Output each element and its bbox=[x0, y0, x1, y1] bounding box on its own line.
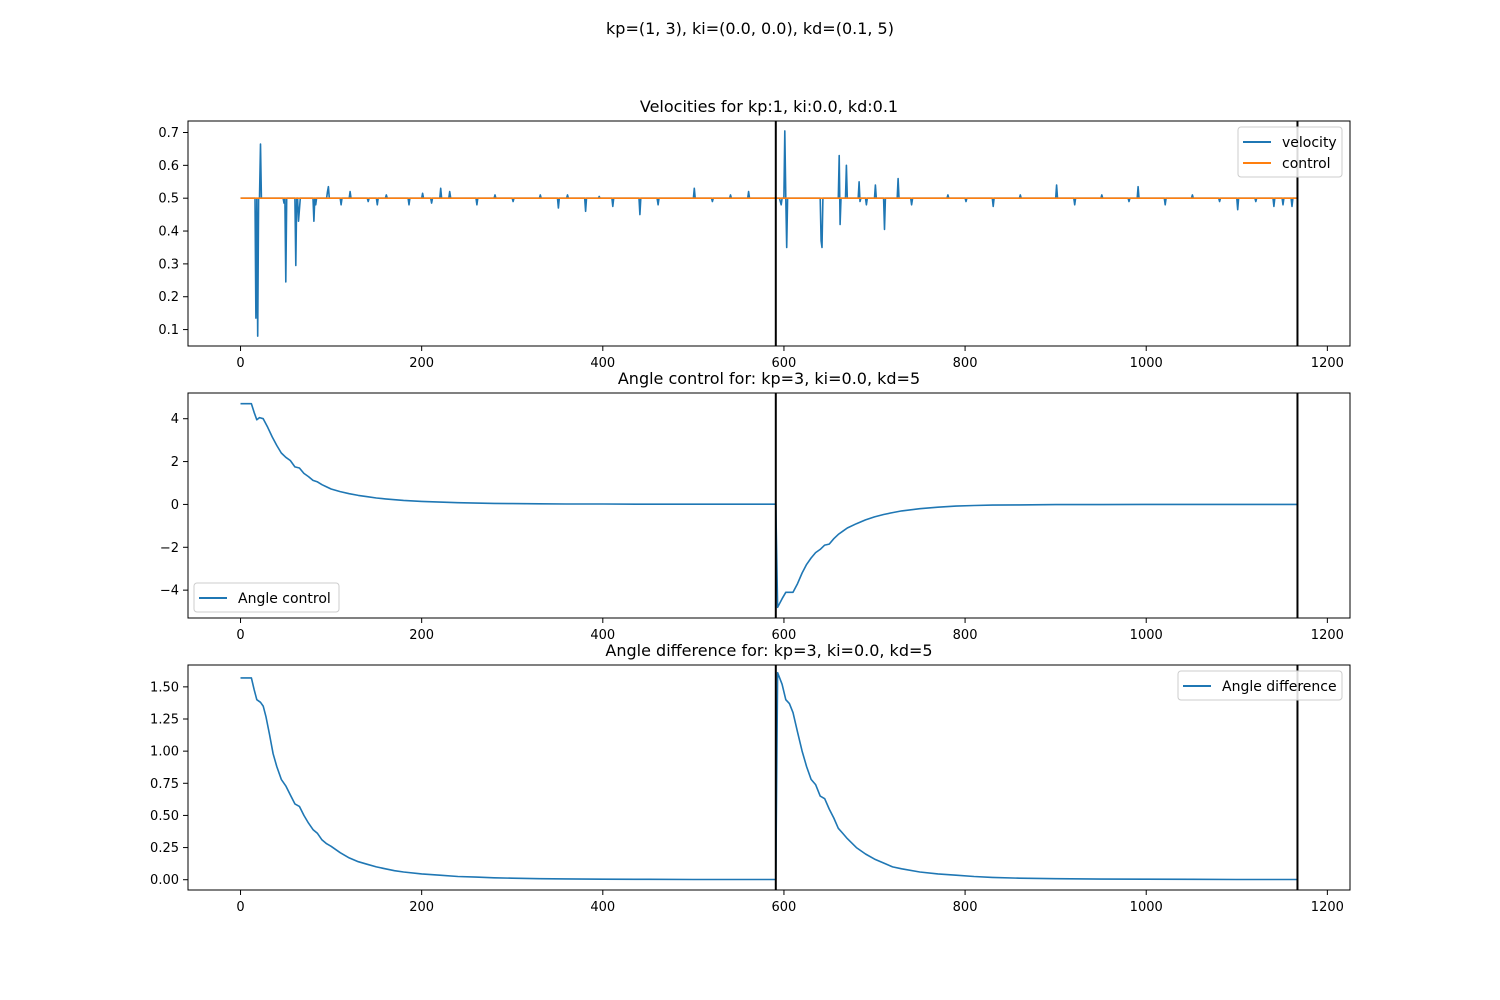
y-tick-label: 0.75 bbox=[150, 777, 179, 792]
x-tick-label: 1200 bbox=[1311, 356, 1344, 371]
figure-suptitle: kp=(1, 3), ki=(0.0, 0.0), kd=(0.1, 5) bbox=[606, 19, 894, 38]
x-tick-label: 1200 bbox=[1311, 900, 1344, 915]
y-tick-label: 0.1 bbox=[158, 323, 179, 338]
x-tick-label: 1200 bbox=[1311, 628, 1344, 643]
subplot-velocities: Velocities for kp:1, ki:0.0, kd:0.1 0 200 4… bbox=[158, 97, 1351, 371]
legend-label: Angle control bbox=[238, 591, 331, 607]
y-tick-label: 1.50 bbox=[150, 680, 179, 695]
legend: Angle difference bbox=[1177, 670, 1343, 701]
x-tick-label: 400 bbox=[590, 356, 615, 371]
y-tick-label: −4 bbox=[160, 584, 179, 599]
series-line-angle-control bbox=[240, 402, 1298, 609]
x-tick-label: 1000 bbox=[1130, 628, 1163, 643]
legend-box bbox=[1177, 670, 1343, 701]
x-tick-label: 200 bbox=[409, 900, 434, 915]
y-tick-label: 0.25 bbox=[150, 841, 179, 856]
axes-frame bbox=[187, 392, 1351, 619]
x-tick-label: 1000 bbox=[1130, 900, 1163, 915]
subplot-title: Angle difference for: kp=3, ki=0.0, kd=5 bbox=[605, 641, 932, 660]
y-tick-label: 1.25 bbox=[150, 713, 179, 728]
y-tick-label: 4 bbox=[171, 412, 179, 427]
subplot-angle-difference: Angle difference for: kp=3, ki=0.0, kd=5… bbox=[150, 641, 1351, 915]
y-tick-label: 0.5 bbox=[158, 192, 179, 207]
subplot-title: Velocities for kp:1, ki:0.0, kd:0.1 bbox=[640, 97, 898, 116]
legend: velocity control bbox=[1237, 126, 1343, 178]
axes-frame bbox=[187, 664, 1351, 891]
y-tick-label: 0.2 bbox=[158, 290, 179, 305]
x-tick-label: 800 bbox=[953, 900, 978, 915]
y-tick-label: 0 bbox=[171, 498, 179, 513]
legend-label: velocity bbox=[1282, 135, 1337, 151]
x-tick-label: 600 bbox=[772, 356, 797, 371]
x-tick-label: 800 bbox=[953, 356, 978, 371]
legend-box bbox=[193, 582, 340, 613]
legend: Angle control bbox=[193, 582, 340, 613]
x-tick-label: 400 bbox=[590, 900, 615, 915]
y-tick-label: 2 bbox=[171, 455, 179, 470]
x-tick-label: 1000 bbox=[1130, 356, 1163, 371]
legend-label: control bbox=[1282, 156, 1331, 172]
x-tick-label: 600 bbox=[772, 628, 797, 643]
legend-box bbox=[1237, 126, 1343, 178]
x-tick-label: 200 bbox=[409, 356, 434, 371]
y-tick-label: 0.3 bbox=[158, 257, 179, 272]
x-tick-label: 200 bbox=[409, 628, 434, 643]
subplot-angle-control: Angle control for: kp=3, ki=0.0, kd=50 20… bbox=[160, 369, 1351, 643]
y-tick-label: 0.6 bbox=[158, 159, 179, 174]
series-line-angle-difference bbox=[240, 671, 1298, 881]
subplot-title: Angle control for: kp=3, ki=0.0, kd=5 bbox=[618, 369, 920, 388]
x-tick-label: 0 bbox=[236, 628, 244, 643]
y-tick-label: 0.7 bbox=[158, 126, 179, 141]
y-tick-label: −2 bbox=[160, 541, 179, 556]
series-line-velocity bbox=[240, 130, 1298, 337]
x-tick-label: 0 bbox=[236, 356, 244, 371]
y-tick-label: 0.00 bbox=[150, 873, 179, 888]
y-tick-label: 0.4 bbox=[158, 225, 179, 240]
y-tick-label: 0.50 bbox=[150, 809, 179, 824]
y-tick-label: 1.00 bbox=[150, 745, 179, 760]
x-tick-label: 0 bbox=[236, 900, 244, 915]
x-tick-label: 800 bbox=[953, 628, 978, 643]
x-tick-label: 400 bbox=[590, 628, 615, 643]
x-tick-label: 600 bbox=[772, 900, 797, 915]
axes-frame bbox=[187, 120, 1351, 347]
legend-label: Angle difference bbox=[1222, 679, 1337, 695]
